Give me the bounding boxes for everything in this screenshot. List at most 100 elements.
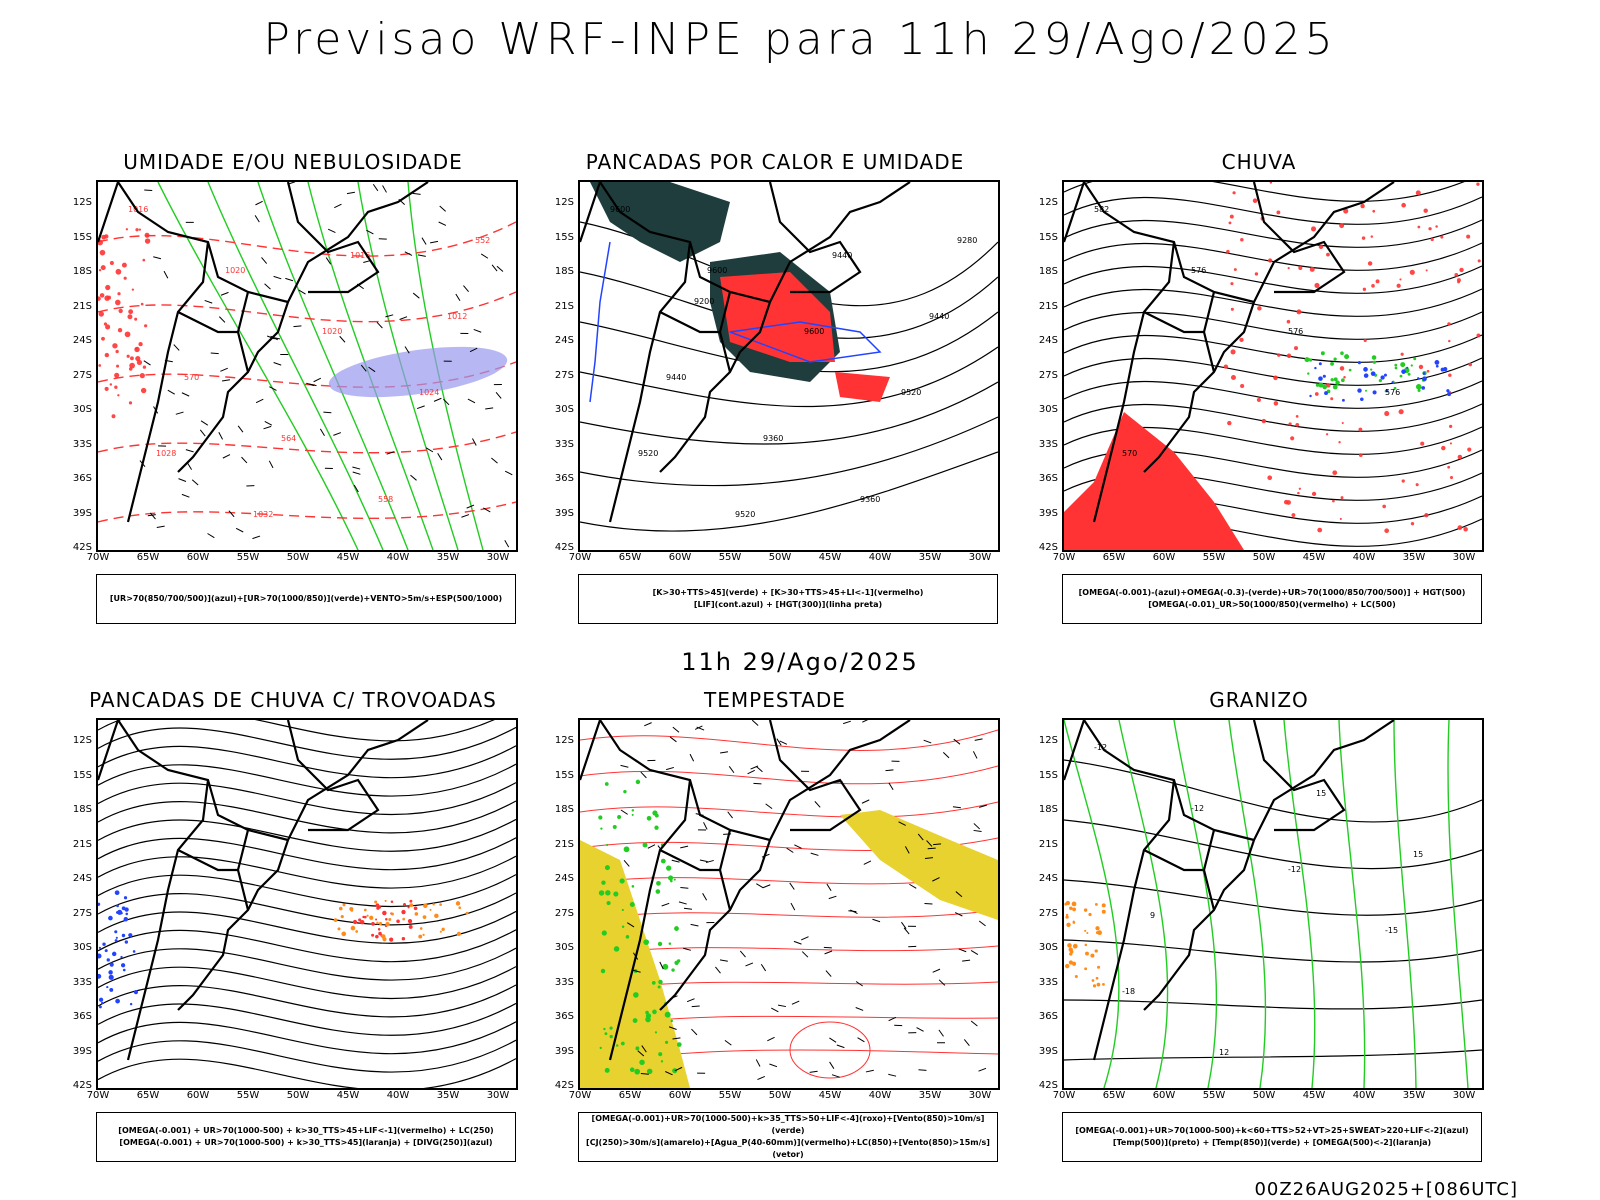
border [1143, 311, 1204, 334]
temp500-line [1064, 999, 1482, 1010]
contour-label: 570 [184, 373, 199, 382]
lat-tick-label: 39S [554, 507, 574, 519]
lon-tick-label: 35W [1402, 552, 1426, 563]
lon-tick-label: 55W [1202, 552, 1226, 563]
lon-tick-label: 70W [1052, 552, 1076, 563]
border [1252, 720, 1346, 832]
legend-line: [LIF](cont.azul) + [HGT(300)](linha pret… [693, 600, 883, 609]
lon-tick-label: 55W [1202, 1090, 1226, 1101]
temp850-line [1447, 720, 1469, 1088]
lon-tick-label: 65W [618, 1090, 642, 1101]
contour-label: 9440 [929, 312, 949, 321]
lon-tick-label: 30W [486, 1090, 510, 1101]
lon-tick-label: 50W [1252, 1090, 1276, 1101]
temp500-line [1064, 819, 1482, 870]
panel-legend: [K>30+TTS>45](verde) + [K>30+TTS>45+LI<-… [578, 574, 998, 624]
divergence-dots [98, 890, 139, 1009]
lat-tick-label: 33S [1038, 976, 1058, 988]
panel-legend: [OMEGA(-0.001)+UR>70(1000-500)+k<60+TTS>… [1062, 1112, 1482, 1162]
contour-label: 576 [1288, 327, 1303, 336]
temp850-line [1173, 720, 1218, 1088]
contour-label: 558 [378, 495, 393, 504]
lon-tick-label: 70W [86, 1090, 110, 1101]
longitude-axis: 70W 65W 60W 55W 50W 45W 40W 35W 30W [1053, 1090, 1484, 1104]
lon-tick-label: 65W [1102, 1090, 1126, 1101]
lat-tick-label: 21S [1038, 838, 1058, 850]
contour-label: 9520 [901, 388, 921, 397]
contour-label: 9 [1150, 911, 1155, 920]
lat-tick-label: 27S [554, 369, 574, 381]
map-borders [580, 720, 911, 1061]
lon-tick-label: 30W [968, 1090, 992, 1101]
lon-tick-label: 40W [868, 552, 892, 563]
lat-tick-label: 18S [1038, 266, 1058, 277]
lon-tick-label: 55W [718, 1090, 742, 1101]
border [659, 311, 720, 334]
contour-labels: -12 -12 -12 -15 -18 12 15 15 9 [1094, 743, 1423, 1057]
lat-tick-label: 36S [554, 1011, 574, 1022]
contour-label: 15 [1413, 850, 1423, 859]
humidity-dots [98, 228, 151, 419]
lat-tick-label: 15S [72, 769, 92, 781]
lat-tick-label: 39S [1038, 507, 1058, 519]
lon-tick-label: 65W [1102, 552, 1126, 563]
lat-tick-label: 30S [1038, 942, 1058, 953]
lat-tick-label: 18S [1038, 804, 1058, 815]
latitude-axis: 12S 15S 18S 21S 24S 27S 30S 33S 36S 39S 42S [1026, 718, 1058, 1091]
lon-tick-label: 60W [186, 552, 210, 563]
contour-label: 1024 [419, 388, 439, 397]
latitude-axis: 12S 15S 18S 21S 24S 27S 30S 33S 36S 39S 42S [542, 718, 574, 1091]
coastline [177, 720, 429, 1011]
lon-tick-label: 35W [918, 1090, 942, 1101]
wind-speed-area [598, 779, 682, 1075]
contour-label: -15 [1385, 926, 1398, 935]
legend-line: [CJ(250)>30m/s](amarelo)+[Agua_P(40-60mm… [586, 1138, 990, 1159]
lon-tick-label: 35W [436, 552, 460, 563]
lat-tick-label: 21S [72, 838, 92, 850]
jet-area [840, 810, 998, 920]
map-borders [1064, 720, 1395, 1061]
lat-tick-label: 24S [72, 873, 92, 884]
border [608, 241, 692, 523]
lat-tick-label: 21S [72, 300, 92, 312]
lon-tick-label: 60W [1152, 552, 1176, 563]
contour-label: 570 [1122, 449, 1137, 458]
lat-tick-label: 15S [1038, 769, 1058, 781]
longitude-axis: 70W 65W 60W 55W 50W 45W 40W 35W 30W [87, 1090, 518, 1104]
panel-title: PANCADAS POR CALOR E UMIDADE [585, 150, 965, 174]
lon-tick-label: 40W [868, 1090, 892, 1101]
lat-tick-label: 39S [72, 1045, 92, 1057]
border [768, 182, 862, 294]
wind-vectors [620, 720, 987, 1081]
lat-tick-label: 15S [1038, 231, 1058, 243]
lat-tick-label: 30S [554, 404, 574, 415]
panel-legend: [OMEGA(-0.001)-(azul)+OMEGA(-0.3)-(verde… [1062, 574, 1482, 624]
lon-tick-label: 55W [718, 552, 742, 563]
lat-tick-label: 27S [1038, 907, 1058, 919]
lon-tick-label: 30W [1452, 1090, 1476, 1101]
border [1202, 291, 1216, 373]
panel-title: UMIDADE E/OU NEBULOSIDADE [123, 150, 463, 174]
contour-label: 1020 [225, 266, 245, 275]
map-borders [98, 182, 429, 523]
panel-title: GRANIZO [1209, 688, 1309, 712]
lon-tick-label: 40W [386, 1090, 410, 1101]
lat-tick-label: 33S [554, 438, 574, 450]
lat-tick-label: 30S [554, 942, 574, 953]
temp850-line [1283, 720, 1316, 1088]
border [286, 182, 380, 294]
streamline [580, 765, 998, 785]
lat-tick-label: 12S [72, 735, 92, 746]
border [126, 241, 210, 523]
contour-label: 15 [1316, 789, 1326, 798]
map-area: 582 576 576 576 570 [1062, 180, 1484, 552]
contour-label: -18 [1122, 987, 1135, 996]
lat-tick-label: 39S [72, 507, 92, 519]
contour-label: 1028 [156, 449, 176, 458]
lat-tick-label: 18S [554, 804, 574, 815]
lat-tick-label: 12S [1038, 735, 1058, 746]
legend-line: [OMEGA(-0.01)_UR>50(1000/850)(vermelho) … [1148, 600, 1396, 609]
border [117, 182, 289, 304]
map-borders [1064, 182, 1395, 523]
lon-tick-label: 35W [1402, 1090, 1426, 1101]
